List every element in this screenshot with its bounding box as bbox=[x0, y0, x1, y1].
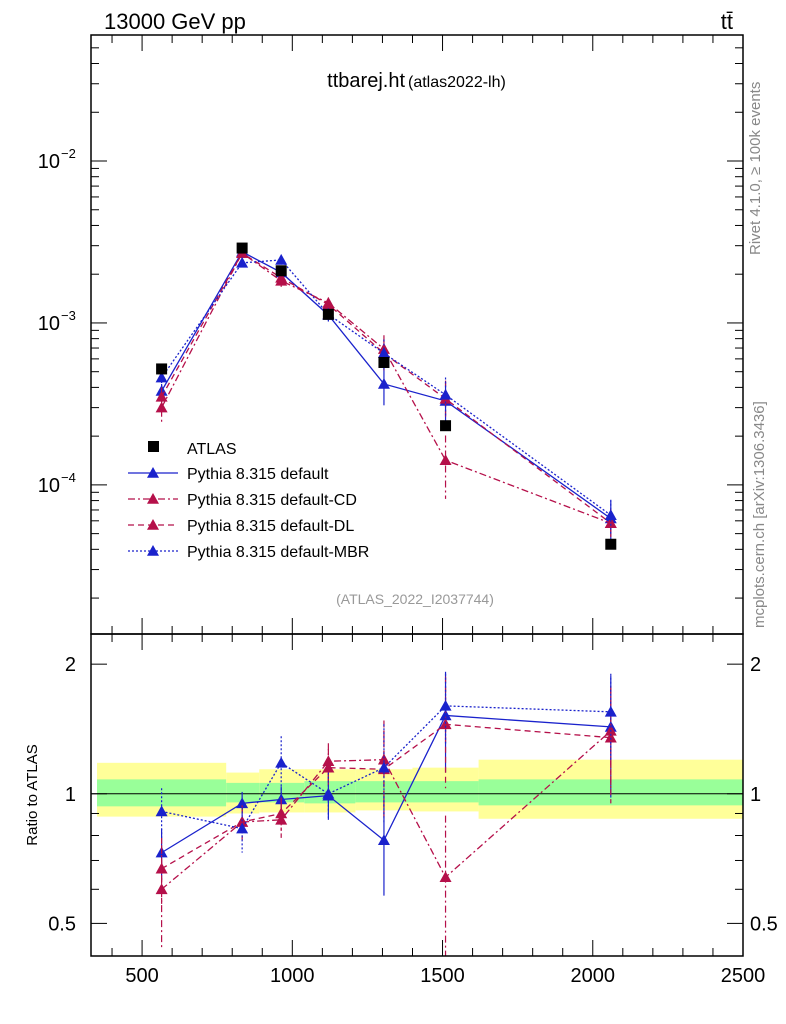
legend-marker bbox=[147, 519, 159, 530]
data-point bbox=[236, 242, 248, 254]
series-marker bbox=[604, 509, 617, 520]
legend-marker bbox=[147, 467, 159, 478]
series-marker bbox=[275, 271, 288, 283]
x-tick-label: 1500 bbox=[420, 965, 465, 987]
ratio-marker bbox=[275, 807, 288, 819]
ratio-marker bbox=[275, 756, 288, 768]
series-marker bbox=[439, 454, 452, 466]
ratio-marker bbox=[155, 862, 168, 874]
mcplots-label: mcplots.cern.ch [arXiv:1306.3436] bbox=[751, 401, 768, 628]
ratio-axis-ticks: 500 1000 1500 2000 2500 0.5 0.5 1 1 2 2 bbox=[48, 634, 778, 987]
legend-label: Pythia 8.315 default bbox=[187, 466, 329, 483]
x-tick-label: 2000 bbox=[571, 965, 616, 987]
series-marker bbox=[322, 298, 335, 310]
header-energy-label: 13000 GeV pp bbox=[104, 9, 246, 34]
data-point bbox=[322, 308, 334, 320]
data-point bbox=[440, 420, 452, 432]
ratio-frame bbox=[90, 633, 744, 957]
series-marker bbox=[155, 401, 168, 413]
series-marker bbox=[377, 347, 390, 359]
ratio-y-tick-label-right: 2 bbox=[750, 654, 761, 676]
header-process-label: tt̄ bbox=[721, 9, 733, 34]
chart-title: ttbarej.ht bbox=[327, 70, 405, 92]
x-tick-label: 2500 bbox=[721, 965, 766, 987]
ratio-marker bbox=[377, 753, 390, 765]
ratio-marker bbox=[377, 834, 390, 846]
legend-marker bbox=[147, 493, 159, 504]
series-marker bbox=[377, 377, 390, 389]
y-tick-label-exp: −4 bbox=[61, 470, 76, 485]
rivet-version-label: Rivet 4.1.0, ≥ 100k events bbox=[747, 82, 764, 255]
ratio-y-tick-label: 1 bbox=[65, 784, 76, 806]
series-marker bbox=[439, 388, 452, 400]
data-point bbox=[156, 363, 168, 375]
x-tick-label: 1000 bbox=[270, 965, 315, 987]
ratio-band-inner bbox=[412, 781, 479, 803]
data-point bbox=[275, 265, 287, 277]
data-point bbox=[605, 538, 617, 550]
data-point bbox=[378, 356, 390, 368]
series-marker bbox=[604, 517, 617, 528]
legend-label: Pythia 8.315 default-DL bbox=[187, 518, 354, 535]
ratio-uncertainty-bands bbox=[91, 759, 743, 819]
x-tick-label: 500 bbox=[125, 965, 158, 987]
ratio-y-tick-label-right: 0.5 bbox=[750, 913, 778, 935]
ratio-axis-label: Ratio to ATLAS bbox=[24, 744, 41, 845]
ratio-marker bbox=[236, 797, 249, 809]
ratio-band-inner bbox=[259, 782, 305, 803]
legend-data-marker bbox=[148, 441, 159, 452]
y-tick-label-exp: −3 bbox=[61, 308, 76, 323]
ratio-plot-area bbox=[155, 671, 617, 956]
legend: ATLAS Pythia 8.315 default Pythia 8.315 de… bbox=[128, 441, 369, 561]
ratio-y-tick-label: 0.5 bbox=[48, 913, 76, 935]
chart-subtitle: (atlas2022-lh) bbox=[408, 74, 506, 91]
ratio-marker bbox=[322, 787, 335, 799]
ratio-marker bbox=[377, 761, 390, 773]
series-marker bbox=[236, 256, 249, 268]
series-marker bbox=[275, 253, 288, 265]
ratio-marker bbox=[439, 871, 452, 883]
y-tick-label-exp: −2 bbox=[61, 146, 76, 161]
ratio-marker bbox=[322, 761, 335, 773]
ratio-marker bbox=[155, 805, 168, 817]
ratio-y-tick-label: 2 bbox=[65, 654, 76, 676]
ratio-y-tick-label-right: 1 bbox=[750, 784, 761, 806]
legend-label: ATLAS bbox=[187, 441, 237, 458]
ratio-marker bbox=[236, 815, 249, 827]
y-tick-label-base: 10 bbox=[38, 151, 60, 173]
main-axis-ticks: 10−210−310−4 bbox=[38, 34, 744, 634]
legend-label: Pythia 8.315 default-CD bbox=[187, 492, 357, 509]
analysis-id-label: (ATLAS_2022_I2037744) bbox=[336, 591, 494, 607]
series-marker bbox=[155, 390, 168, 402]
legend-label: Pythia 8.315 default-MBR bbox=[187, 544, 369, 561]
main-plot-area bbox=[155, 242, 617, 550]
ratio-marker bbox=[439, 699, 452, 711]
y-tick-label-base: 10 bbox=[38, 475, 60, 497]
ratio-band-inner bbox=[226, 782, 260, 803]
y-tick-label-base: 10 bbox=[38, 313, 60, 335]
series-marker bbox=[155, 371, 168, 383]
ratio-marker bbox=[604, 731, 617, 743]
legend-marker bbox=[147, 545, 159, 556]
ratio-marker bbox=[604, 705, 617, 717]
ratio-marker bbox=[236, 822, 249, 834]
